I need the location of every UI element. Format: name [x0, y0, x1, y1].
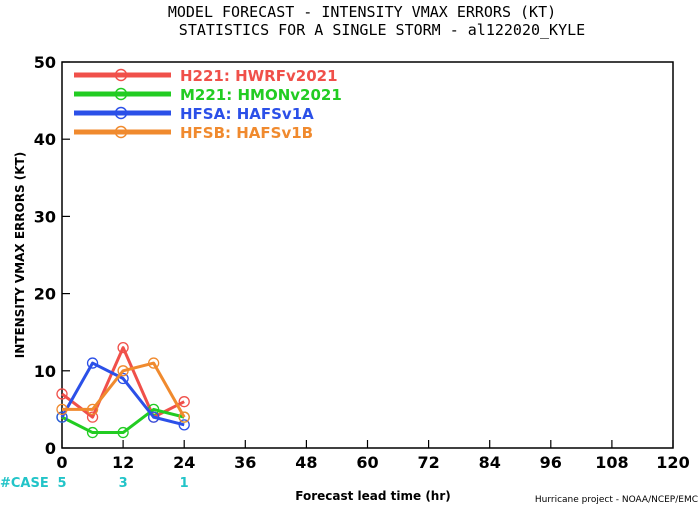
x-tick-label: 96 — [540, 453, 562, 472]
chart-subtitle: STATISTICS FOR A SINGLE STORM - al122020… — [179, 21, 585, 39]
plot-frame — [61, 61, 674, 449]
case-label: #CASE — [0, 476, 49, 491]
chart-title: MODEL FORECAST - INTENSITY VMAX ERRORS (… — [168, 3, 556, 21]
y-tick-label: 30 — [34, 207, 56, 226]
credit-text: Hurricane project - NOAA/NCEP/EMC — [535, 495, 698, 505]
x-tick-label: 60 — [356, 453, 378, 472]
y-tick-label: 20 — [34, 285, 56, 304]
data-point — [86, 403, 99, 416]
legend-label: HFSA: HAFSv1A — [180, 105, 314, 123]
legend-marker — [114, 125, 128, 139]
series-layer — [56, 341, 190, 439]
data-point — [117, 426, 129, 439]
series-line — [60, 361, 185, 427]
data-point — [86, 411, 99, 423]
data-point — [56, 411, 68, 423]
legend-marker — [114, 68, 128, 82]
data-point — [56, 388, 68, 400]
x-tick-label: 48 — [295, 453, 317, 472]
x-tick-label: 12 — [112, 453, 134, 472]
case-count: 3 — [119, 476, 128, 491]
x-tick-label: 24 — [173, 453, 195, 472]
y-axis-label: INTENSITY VMAX ERRORS (KT) — [13, 152, 27, 358]
x-tick-label: 108 — [595, 453, 628, 472]
case-count: 5 — [57, 476, 66, 491]
x-axis-ticks: 0 12 24 36 48 60 72 84 96 108 120 — [56, 440, 690, 472]
data-point — [178, 411, 190, 423]
case-count: 1 — [180, 476, 189, 491]
x-tick-label: 84 — [479, 453, 501, 472]
y-axis-ticks: 0 10 20 30 40 50 — [34, 53, 70, 458]
data-point — [147, 357, 160, 369]
data-point — [117, 365, 129, 377]
case-count-row: #CASE 5 3 1 — [0, 476, 189, 491]
x-tick-label: 120 — [656, 453, 689, 472]
data-point — [56, 403, 68, 416]
x-tick-label: 0 — [56, 453, 67, 472]
data-point — [147, 411, 160, 423]
data-point — [178, 419, 190, 431]
y-tick-label: 0 — [45, 439, 56, 458]
data-point — [86, 357, 99, 369]
x-tick-label: 36 — [234, 453, 256, 472]
y-tick-label: 10 — [34, 362, 56, 381]
legend-label: M221: HMONv2021 — [180, 86, 342, 104]
data-point — [178, 396, 190, 408]
legend-label: HFSB: HAFSv1B — [180, 124, 313, 142]
y-tick-label: 40 — [34, 130, 56, 149]
legend-label: H221: HWRFv2021 — [180, 67, 338, 85]
data-point — [117, 341, 129, 354]
y-tick-label: 50 — [34, 53, 56, 72]
series-line — [61, 407, 185, 435]
data-point — [86, 426, 99, 439]
x-axis-label: Forecast lead time (hr) — [295, 489, 451, 503]
x-tick-label: 72 — [417, 453, 439, 472]
series-line — [62, 361, 186, 418]
legend-marker — [114, 87, 128, 101]
legend-marker — [114, 106, 128, 120]
